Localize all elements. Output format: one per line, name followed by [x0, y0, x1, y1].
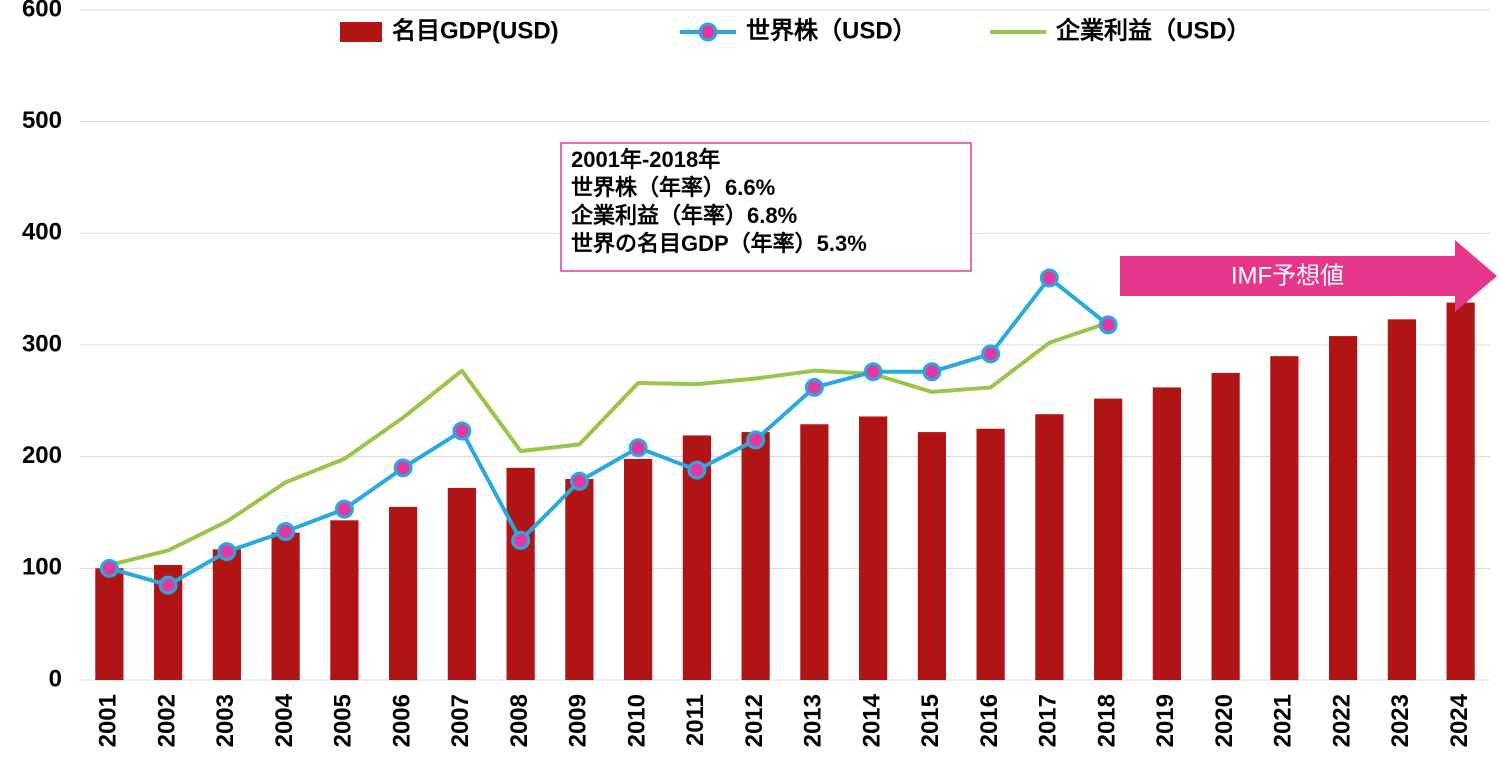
- x-tick-label: 2013: [800, 694, 827, 747]
- marker: [160, 577, 176, 593]
- x-tick-label: 2022: [1328, 694, 1355, 747]
- y-tick-label: 100: [22, 554, 62, 581]
- x-tick-labels: 2001 2002 2003 2004 2005 2006 2007 2008 2009 2010…: [95, 693, 1473, 747]
- bar: [800, 424, 828, 680]
- bar: [1212, 373, 1240, 680]
- bar: [624, 459, 652, 680]
- bar: [565, 479, 593, 680]
- x-tick-label: 2024: [1446, 693, 1473, 747]
- x-tick-label: 2015: [917, 694, 944, 747]
- x-tick-label: 2002: [153, 694, 180, 747]
- bar: [1329, 336, 1357, 680]
- x-tick-label: 2010: [623, 694, 650, 747]
- marker: [278, 523, 294, 539]
- x-tick-label: 2019: [1152, 694, 1179, 747]
- y-tick-label: 200: [22, 442, 62, 469]
- marker: [689, 462, 705, 478]
- bar: [95, 568, 123, 680]
- x-tick-label: 2021: [1270, 694, 1297, 747]
- bar: [1153, 387, 1181, 680]
- y-tick-label: 600: [22, 0, 62, 22]
- x-tick-label: 2017: [1035, 694, 1062, 747]
- y-tick-label: 400: [22, 219, 62, 246]
- x-tick-label: 2020: [1211, 694, 1238, 747]
- y-tick-label: 500: [22, 107, 62, 134]
- legend-label: 世界株（USD）: [746, 17, 917, 44]
- marker: [1100, 317, 1116, 333]
- marker: [865, 364, 881, 380]
- bar: [1447, 303, 1475, 680]
- x-tick-label: 2004: [271, 693, 298, 747]
- bar: [213, 549, 241, 680]
- marker: [630, 440, 646, 456]
- x-tick-label: 2011: [682, 694, 709, 746]
- marker: [219, 544, 235, 560]
- x-tick-label: 2018: [1093, 694, 1120, 747]
- line-series-stocks: [109, 278, 1108, 585]
- bar-series-gdp: [95, 303, 1474, 680]
- x-tick-label: 2012: [741, 694, 768, 747]
- forecast-arrow: IMF予想値: [1120, 240, 1497, 312]
- bar: [507, 468, 535, 680]
- marker: [513, 532, 529, 548]
- marker: [748, 432, 764, 448]
- marker: [395, 460, 411, 476]
- x-tick-label: 2014: [858, 693, 885, 747]
- bar: [330, 520, 358, 680]
- legend-label: 名目GDP(USD): [392, 16, 559, 44]
- marker: [983, 346, 999, 362]
- legend: 名目GDP(USD) 世界株（USD） 企業利益（USD）: [340, 16, 1251, 44]
- bar: [272, 533, 300, 680]
- legend-swatch-bar: [340, 22, 382, 42]
- markers-stocks: [101, 270, 1116, 593]
- annotation-box: 2001年-2018年世界株（年率）6.6% 企業利益（年率）6.8% 世界の名目G…: [561, 143, 971, 271]
- bar: [742, 432, 770, 680]
- bar: [977, 429, 1005, 680]
- marker: [806, 379, 822, 395]
- bar: [1035, 414, 1063, 680]
- arrow-label: IMF予想値: [1231, 262, 1344, 289]
- x-tick-label: 2003: [212, 694, 239, 747]
- bar: [389, 507, 417, 680]
- y-tick-label: 300: [22, 330, 62, 357]
- y-tick-label: 0: [49, 665, 62, 692]
- marker: [336, 501, 352, 517]
- legend-swatch-marker: [700, 24, 716, 40]
- marker: [1041, 270, 1057, 286]
- annotation-line: 企業利益（年率）6.8%: [570, 203, 797, 228]
- bar: [1270, 356, 1298, 680]
- annotation-line: 世界の名目GDP（年率）5.3%: [571, 231, 867, 256]
- x-tick-label: 2001: [95, 694, 122, 747]
- x-tick-label: 2007: [447, 694, 474, 747]
- bar: [1388, 319, 1416, 680]
- x-tick-label: 2009: [565, 694, 592, 747]
- marker: [571, 473, 587, 489]
- x-tick-label: 2006: [388, 694, 415, 747]
- marker: [924, 364, 940, 380]
- chart-svg: 0100200300400500600200120022003200420052…: [0, 0, 1500, 765]
- bar: [448, 488, 476, 680]
- bar: [859, 416, 887, 680]
- annotation-line: 2001年-2018年: [571, 147, 720, 172]
- marker: [454, 423, 470, 439]
- combo-chart: 0100200300400500600200120022003200420052…: [0, 0, 1500, 765]
- line-series-profit: [109, 323, 1108, 565]
- x-tick-label: 2005: [330, 694, 357, 747]
- bar: [1094, 399, 1122, 680]
- bar: [918, 432, 946, 680]
- x-tick-label: 2008: [506, 694, 533, 747]
- marker: [101, 560, 117, 576]
- annotation-line: 世界株（年率）6.6%: [571, 175, 775, 200]
- x-tick-label: 2023: [1387, 694, 1414, 747]
- x-tick-label: 2016: [976, 694, 1003, 747]
- legend-label: 企業利益（USD）: [1056, 16, 1251, 44]
